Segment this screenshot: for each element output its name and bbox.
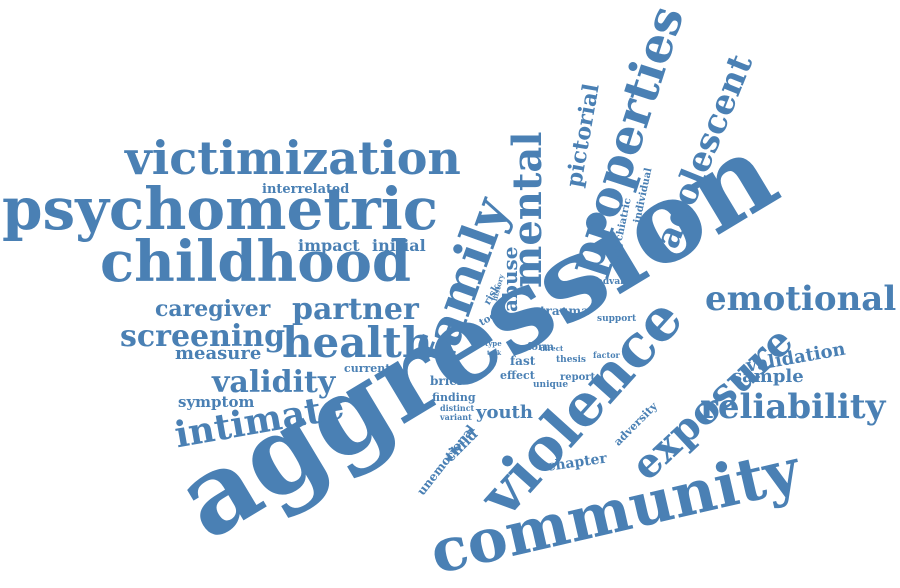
word-form: form	[527, 342, 554, 353]
word-screening: screening	[120, 319, 286, 354]
word-finding: finding	[432, 391, 476, 404]
word-health: health	[282, 318, 433, 367]
word-validity: validity	[212, 365, 336, 400]
word-fast: fast	[510, 354, 536, 368]
word-childhood: childhood	[100, 229, 412, 295]
word-advance: advance	[597, 277, 638, 287]
word-youth: youth	[476, 402, 533, 423]
word-report: report	[560, 372, 596, 383]
word-caregiver: caregiver	[155, 296, 271, 322]
word-impact: impact	[298, 236, 360, 255]
word-psychometric: psychometric	[2, 175, 439, 243]
word-thesis: thesis	[556, 355, 586, 365]
word-effect: effect	[500, 369, 535, 382]
word-initial: initial	[372, 236, 426, 255]
word-interrelated: interrelated	[262, 182, 350, 197]
word-symptom: symptom	[178, 393, 255, 411]
word-support: support	[597, 314, 637, 324]
word-partner: partner	[292, 292, 419, 327]
word-emotional: emotional	[705, 279, 897, 319]
word-brief: brief	[430, 374, 463, 388]
word-type: type	[485, 339, 502, 348]
word-victimization: victimization	[125, 131, 461, 185]
word-distinct: distinct	[440, 403, 475, 413]
word-reliability: reliability	[700, 387, 886, 427]
word-task: task	[487, 350, 502, 357]
word-child: child	[442, 426, 482, 466]
word-measure: measure	[175, 343, 262, 364]
word-sample: sample	[732, 366, 804, 387]
word-unique: unique	[533, 380, 569, 390]
word-trauma: trauma	[540, 304, 589, 318]
word-variant: variant	[440, 412, 472, 422]
word-community: community	[423, 435, 807, 588]
word-factor: factor	[593, 350, 620, 360]
word-current: current	[344, 362, 391, 375]
word-direct: direct	[540, 344, 564, 353]
